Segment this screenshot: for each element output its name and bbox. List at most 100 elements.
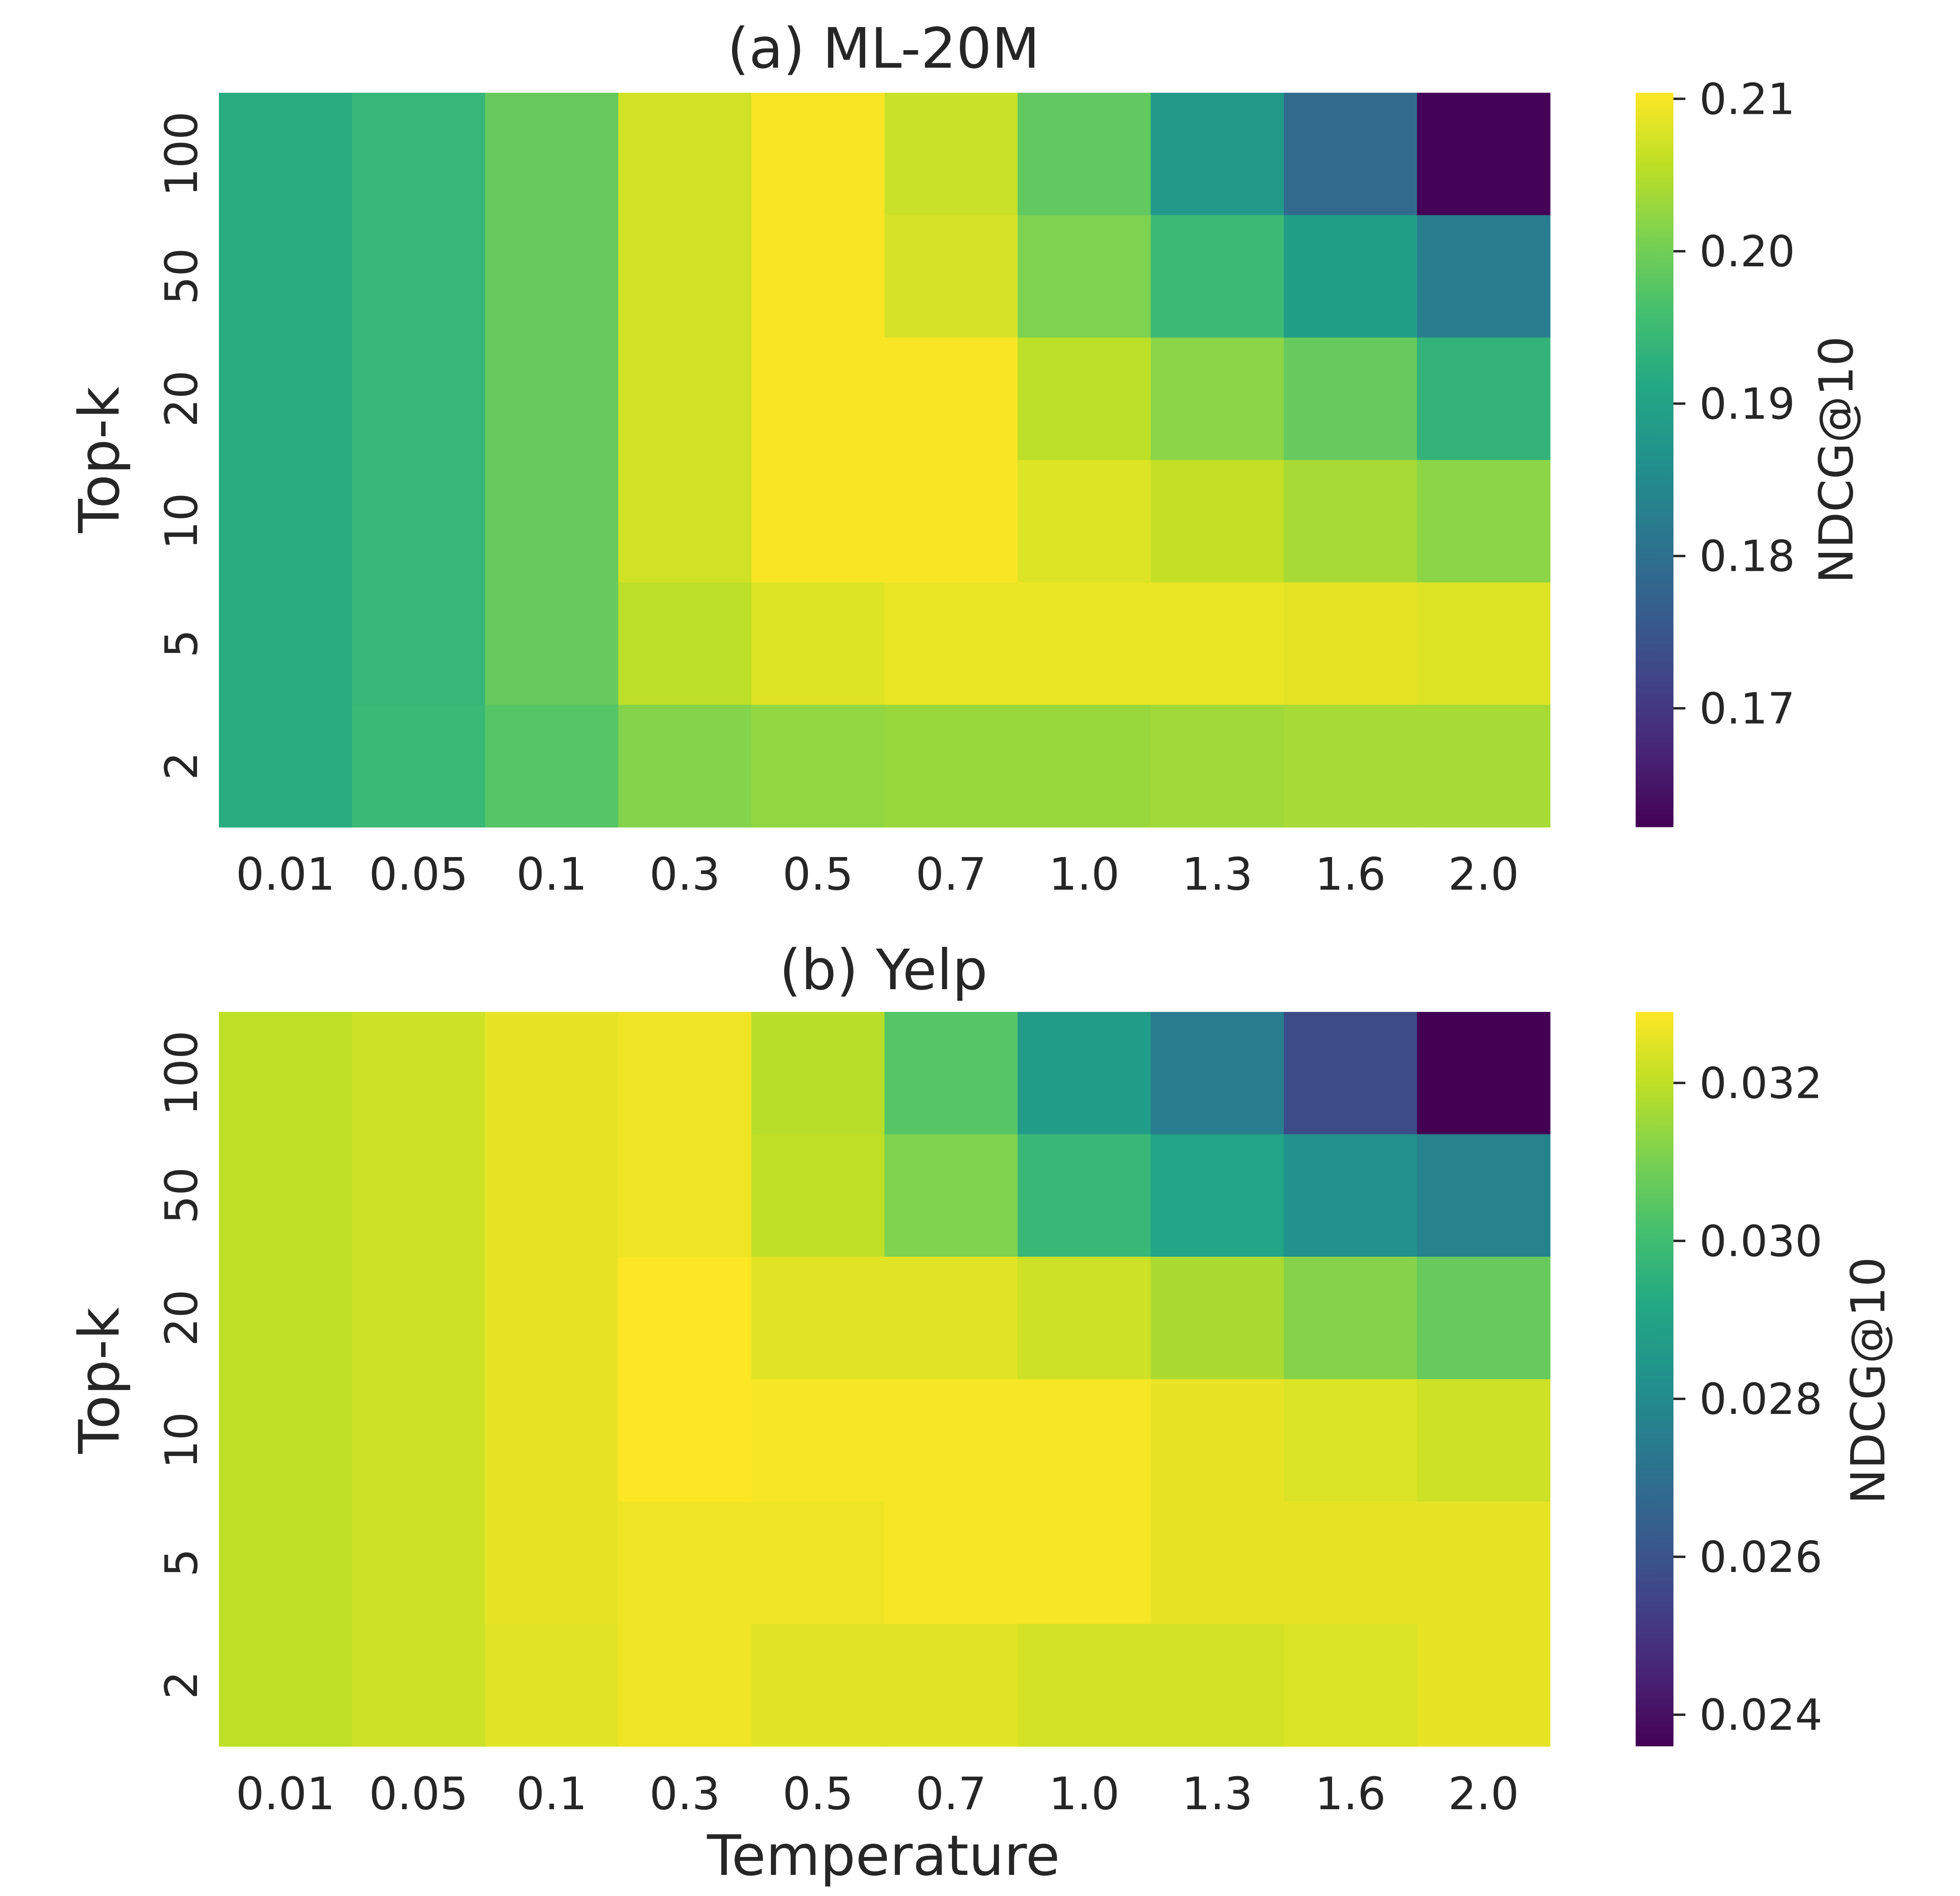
heatmap-cell [1018,1502,1151,1625]
colorbar-tick-label: 0.024 [1699,1691,1822,1740]
heatmap-cell [1284,215,1418,338]
heatmap-cell [352,1502,486,1625]
heatmap-cell [1417,1502,1550,1625]
x-tick-label: 0.7 [916,1768,987,1820]
heatmap-cell [219,1502,353,1625]
x-tick-label: 1.6 [1315,1768,1386,1820]
colorbar-tick-label: 0.19 [1699,379,1795,429]
heatmap-cell [751,1379,885,1502]
y-tick-labels: 100 50 20 10 5 2 [156,111,208,780]
heatmap-cell [618,1379,752,1502]
y-tick-label: 5 [156,629,208,658]
heatmap-cell [485,582,619,705]
heatmap-cell [1417,338,1550,461]
heatmap-cell [884,215,1018,338]
heatmap-cell [1284,705,1418,828]
x-tick-label: 1.3 [1182,849,1253,900]
colorbar-label: NDCG@10 [1809,336,1864,583]
x-tick-label: 0.05 [369,849,468,900]
y-tick-labels: 100 50 20 10 5 2 [156,1031,208,1699]
heatmap-cell [352,338,486,461]
heatmap-cell [1018,582,1151,705]
colorbar-tick-label: 0.028 [1699,1375,1822,1424]
y-tick-label: 100 [156,1031,208,1116]
heatmap-cell [219,1012,353,1135]
heatmap-cell [884,1379,1018,1502]
heatmap-cell [219,1257,353,1380]
heatmap-cell [618,338,752,461]
colorbar-tick-label: 0.026 [1699,1533,1822,1582]
heatmap-cell [1417,215,1550,338]
heatmap-cell [751,215,885,338]
heatmap-cell [485,1012,619,1135]
x-tick-labels: 0.01 0.05 0.1 0.3 0.5 0.7 1.0 1.3 1.6 2.0 [236,849,1519,900]
x-tick-label: 0.1 [516,1768,587,1820]
heatmap-cell [884,582,1018,705]
x-tick-label: 0.3 [649,849,720,900]
heatmap-cell [618,215,752,338]
y-tick-label: 20 [156,1290,208,1347]
heatmap-cell [1284,460,1418,583]
y-axis-label: Top-k [67,1307,132,1454]
heatmap-cell [751,1502,885,1625]
heatmap-cells [219,93,1550,828]
colorbar [1636,93,1673,827]
heatmap-cell [1018,1134,1151,1257]
heatmap-cell [751,1012,885,1135]
heatmap-cell [352,1134,486,1257]
heatmap-cell [884,460,1018,583]
x-tick-labels: 0.01 0.05 0.1 0.3 0.5 0.7 1.0 1.3 1.6 2.0 [236,1768,1519,1820]
colorbar-tick-label: 0.20 [1699,227,1795,277]
heatmap-cell [219,705,353,828]
y-tick-label: 5 [156,1548,208,1577]
heatmap-cell [884,705,1018,828]
heatmap-cell [1151,705,1284,828]
heatmap-cell [352,215,486,338]
colorbar-ticks: 0.032 0.030 0.028 0.026 0.024 [1673,1059,1822,1740]
x-tick-label: 0.01 [236,1768,335,1820]
heatmap-cell [618,1012,752,1135]
heatmap-cell [1018,93,1151,216]
heatmap-cell [352,582,486,705]
y-tick-label: 100 [156,111,208,197]
heatmap-cell [485,1379,619,1502]
heatmap-cell [1284,338,1418,461]
y-axis-label: Top-k [67,387,132,533]
chart-title: (a) ML-20M [727,16,1039,81]
heatmap-cell [219,1134,353,1257]
colorbar-tick-label: 0.18 [1699,532,1795,582]
heatmap-cell [352,1624,486,1747]
x-tick-label: 1.0 [1049,849,1119,900]
heatmap-cell [1018,1012,1151,1135]
heatmap-cell [751,705,885,828]
heatmap-cell [485,215,619,338]
heatmap-cell [485,1257,619,1380]
x-tick-label: 1.3 [1182,1768,1253,1820]
heatmap-cell [1284,1379,1418,1502]
heatmap-cell [751,338,885,461]
heatmap-cell [884,1134,1018,1257]
y-tick-label: 20 [156,371,208,428]
x-tick-label: 2.0 [1448,1768,1519,1820]
heatmap-cell [1151,1134,1284,1257]
heatmap-cells [219,1012,1550,1747]
heatmap-panel-ml20m: (a) ML-20M Top-k 0.01 0.05 0.1 0.3 0.5 0.7 1.0… [67,16,1864,900]
x-tick-label: 0.1 [516,849,587,900]
heatmap-cell [219,93,353,216]
heatmap-cell [1417,1012,1550,1135]
heatmap-cell [1018,1257,1151,1380]
heatmap-cell [1018,460,1151,583]
heatmap-cell [352,460,486,583]
heatmap-cell [485,705,619,828]
heatmap-cell [1417,93,1550,216]
heatmap-cell [751,1257,885,1380]
heatmap-cell [1151,338,1284,461]
colorbar-ticks: 0.21 0.20 0.19 0.18 0.17 [1673,74,1795,734]
heatmap-panel-yelp: (b) Yelp Top-k 0.01 0.05 0.1 0.3 0.5 0.7 1.0 1.… [67,938,1896,1888]
x-tick-label: 1.6 [1315,849,1386,900]
heatmap-cell [352,1012,486,1135]
heatmap-cell [1151,582,1284,705]
heatmap-cell [485,460,619,583]
x-tick-label: 2.0 [1448,849,1519,900]
